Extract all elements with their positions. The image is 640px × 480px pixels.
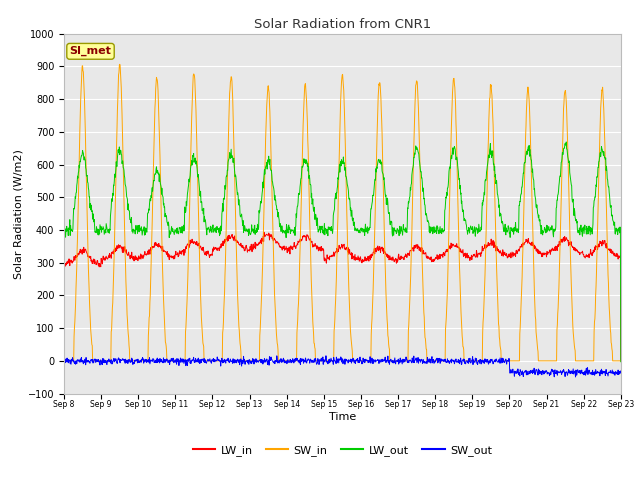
Y-axis label: Solar Radiation (W/m2): Solar Radiation (W/m2) xyxy=(13,149,24,278)
Title: Solar Radiation from CNR1: Solar Radiation from CNR1 xyxy=(254,18,431,31)
SW_out xyxy=(322,353,330,359)
LW_in xyxy=(429,256,437,262)
SW_in xyxy=(551,358,559,364)
SW_in xyxy=(60,358,68,364)
SW_in xyxy=(171,358,179,364)
SW_in xyxy=(429,358,437,364)
LW_in xyxy=(502,252,509,258)
SW_in xyxy=(116,61,124,67)
LW_out xyxy=(563,139,570,145)
Text: SI_met: SI_met xyxy=(70,46,111,57)
LW_out xyxy=(429,231,436,237)
Line: SW_out: SW_out xyxy=(64,356,621,377)
SW_in xyxy=(246,358,254,364)
LW_in xyxy=(617,358,625,364)
SW_out xyxy=(551,367,559,372)
LW_in xyxy=(60,260,68,266)
SW_out xyxy=(60,358,68,364)
LW_out xyxy=(184,189,191,194)
LW_out xyxy=(617,359,625,365)
SW_in xyxy=(184,260,192,266)
LW_out xyxy=(502,231,509,237)
SW_out xyxy=(170,359,178,364)
LW_in xyxy=(246,244,254,250)
LW_out xyxy=(60,233,68,239)
LW_out xyxy=(246,231,254,237)
Line: LW_in: LW_in xyxy=(64,232,621,361)
LW_out xyxy=(170,232,178,238)
LW_in xyxy=(184,241,191,247)
SW_out xyxy=(572,374,579,380)
SW_in xyxy=(502,358,509,364)
X-axis label: Time: Time xyxy=(329,412,356,421)
Line: SW_in: SW_in xyxy=(64,64,621,361)
SW_out xyxy=(502,356,509,362)
SW_in xyxy=(617,358,625,364)
Legend: LW_in, SW_in, LW_out, SW_out: LW_in, SW_in, LW_out, SW_out xyxy=(188,440,497,460)
LW_in xyxy=(260,229,268,235)
LW_in xyxy=(170,253,178,259)
SW_out xyxy=(429,359,437,364)
SW_out xyxy=(617,368,625,374)
SW_out xyxy=(246,358,254,364)
SW_out xyxy=(184,357,191,362)
LW_in xyxy=(551,244,559,250)
Line: LW_out: LW_out xyxy=(64,142,621,362)
LW_out xyxy=(551,228,559,234)
